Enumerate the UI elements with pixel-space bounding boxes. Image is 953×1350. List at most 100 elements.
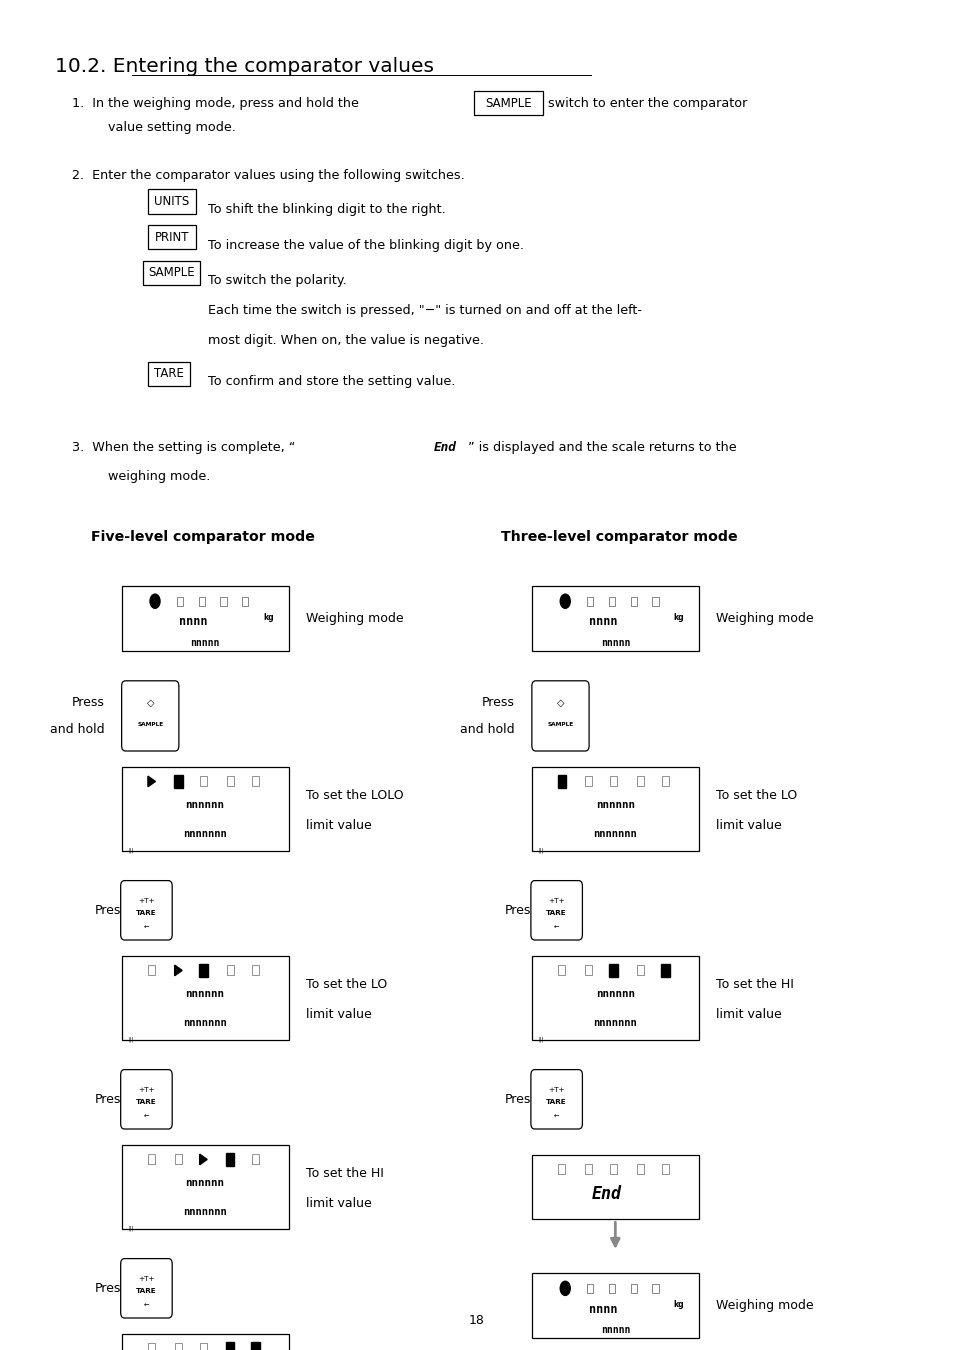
Text: most digit. When on, the value is negative.: most digit. When on, the value is negati… <box>208 333 483 347</box>
Text: Press: Press <box>94 1281 128 1295</box>
FancyBboxPatch shape <box>148 189 195 213</box>
Text: nnnnnnn: nnnnnnn <box>183 1207 227 1218</box>
Text: nnnn: nnnn <box>179 616 208 629</box>
FancyBboxPatch shape <box>120 1258 172 1318</box>
FancyBboxPatch shape <box>173 775 183 787</box>
Text: nnnnn: nnnnn <box>191 639 219 648</box>
Text: ” is displayed and the scale returns to the: ” is displayed and the scale returns to … <box>468 440 737 454</box>
FancyBboxPatch shape <box>531 767 698 850</box>
Text: nnnnn: nnnnn <box>600 639 629 648</box>
Text: To shift the blinking digit to the right.: To shift the blinking digit to the right… <box>208 202 445 216</box>
Text: End: End <box>434 440 456 454</box>
Text: Press: Press <box>504 1092 537 1106</box>
FancyBboxPatch shape <box>148 362 190 386</box>
Text: nnnnnn: nnnnnn <box>186 988 224 999</box>
FancyBboxPatch shape <box>122 956 288 1040</box>
Text: Press: Press <box>481 695 514 709</box>
Text: ←: ← <box>554 925 558 930</box>
FancyBboxPatch shape <box>609 964 618 976</box>
Text: |||: ||| <box>128 846 133 853</box>
FancyBboxPatch shape <box>226 1342 234 1350</box>
Text: Press: Press <box>504 903 537 917</box>
Text: nnnnnn: nnnnnn <box>186 1177 224 1188</box>
FancyBboxPatch shape <box>122 1334 288 1350</box>
Text: kg: kg <box>673 613 683 622</box>
Polygon shape <box>199 1154 207 1165</box>
Text: Weighing mode: Weighing mode <box>715 1299 813 1312</box>
Circle shape <box>150 594 160 609</box>
Text: SAMPLE: SAMPLE <box>547 722 573 728</box>
Text: 2.  Enter the comparator values using the following switches.: 2. Enter the comparator values using the… <box>71 169 464 182</box>
Text: +T+: +T+ <box>548 898 564 903</box>
Text: To set the LO: To set the LO <box>715 788 797 802</box>
Text: nnnnnnn: nnnnnnn <box>183 1018 227 1029</box>
FancyBboxPatch shape <box>148 225 195 250</box>
Text: PRINT: PRINT <box>154 231 189 244</box>
FancyBboxPatch shape <box>251 1342 259 1350</box>
Text: nnnnnn: nnnnnn <box>596 988 634 999</box>
Text: 10.2. Entering the comparator values: 10.2. Entering the comparator values <box>55 57 434 76</box>
Text: nnnnn: nnnnn <box>600 1326 629 1335</box>
Text: SAMPLE: SAMPLE <box>485 97 531 109</box>
Text: Weighing mode: Weighing mode <box>715 612 813 625</box>
Text: To set the LO: To set the LO <box>305 977 387 991</box>
Text: SAMPLE: SAMPLE <box>149 266 194 279</box>
Text: limit value: limit value <box>305 818 371 832</box>
Text: Five-level comparator mode: Five-level comparator mode <box>91 529 314 544</box>
Text: nnnn: nnnn <box>589 616 618 629</box>
Text: |||: ||| <box>128 1035 133 1042</box>
Text: Weighing mode: Weighing mode <box>305 612 403 625</box>
Text: ◇: ◇ <box>147 698 153 707</box>
FancyBboxPatch shape <box>557 775 566 787</box>
Text: +T+: +T+ <box>138 1087 154 1092</box>
Text: Press: Press <box>94 1092 128 1106</box>
FancyBboxPatch shape <box>531 680 588 751</box>
Text: +T+: +T+ <box>138 898 154 903</box>
FancyBboxPatch shape <box>122 767 288 850</box>
Text: nnnn: nnnn <box>589 1303 618 1316</box>
Text: 3.  When the setting is complete, “: 3. When the setting is complete, “ <box>71 440 294 454</box>
Text: and hold: and hold <box>50 722 105 736</box>
Text: TARE: TARE <box>546 910 566 915</box>
Text: 18: 18 <box>469 1314 484 1327</box>
Text: To confirm and store the setting value.: To confirm and store the setting value. <box>208 375 455 389</box>
Text: +T+: +T+ <box>138 1276 154 1281</box>
Text: +T+: +T+ <box>548 1087 564 1092</box>
Circle shape <box>559 594 570 609</box>
Text: TARE: TARE <box>153 367 184 381</box>
Text: switch to enter the comparator: switch to enter the comparator <box>547 97 746 111</box>
Text: To set the HI: To set the HI <box>305 1166 383 1180</box>
FancyBboxPatch shape <box>474 90 542 116</box>
Text: ←: ← <box>144 925 149 930</box>
Text: limit value: limit value <box>305 1196 371 1210</box>
FancyBboxPatch shape <box>531 956 698 1040</box>
Text: and hold: and hold <box>459 722 514 736</box>
Text: weighing mode.: weighing mode. <box>108 470 210 483</box>
Text: |||: ||| <box>128 1224 133 1231</box>
Text: kg: kg <box>263 613 274 622</box>
Text: TARE: TARE <box>136 1099 156 1104</box>
Text: limit value: limit value <box>305 1007 371 1021</box>
Text: To set the LOLO: To set the LOLO <box>305 788 403 802</box>
Text: Press: Press <box>94 903 128 917</box>
Polygon shape <box>174 965 182 976</box>
FancyBboxPatch shape <box>531 1273 698 1338</box>
Text: TARE: TARE <box>136 1288 156 1293</box>
FancyBboxPatch shape <box>199 964 208 976</box>
Polygon shape <box>148 776 155 787</box>
Text: nnnnnnn: nnnnnnn <box>183 829 227 840</box>
Text: TARE: TARE <box>546 1099 566 1104</box>
FancyBboxPatch shape <box>120 880 172 940</box>
Text: SAMPLE: SAMPLE <box>137 722 163 728</box>
Text: Each time the switch is pressed, "−" is turned on and off at the left-: Each time the switch is pressed, "−" is … <box>208 304 641 317</box>
Text: nnnnnnn: nnnnnnn <box>593 829 637 840</box>
Text: kg: kg <box>673 1300 683 1310</box>
Text: nnnnnnn: nnnnnnn <box>593 1018 637 1029</box>
Text: limit value: limit value <box>715 1007 781 1021</box>
FancyBboxPatch shape <box>531 586 698 651</box>
FancyBboxPatch shape <box>122 680 178 751</box>
FancyBboxPatch shape <box>143 261 200 285</box>
FancyBboxPatch shape <box>120 1069 172 1129</box>
Text: To increase the value of the blinking digit by one.: To increase the value of the blinking di… <box>208 239 523 251</box>
FancyBboxPatch shape <box>531 1154 698 1219</box>
